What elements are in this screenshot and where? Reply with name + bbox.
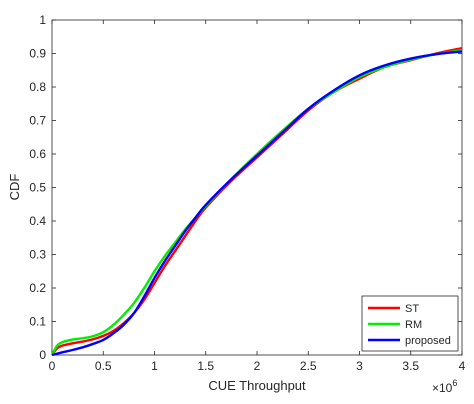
legend-label-proposed: proposed — [405, 335, 451, 347]
x-tick-label: 3.5 — [402, 359, 419, 373]
y-tick-label: 0 — [39, 348, 46, 362]
y-tick-label: 1 — [39, 13, 46, 27]
x-axis-exponent-power: 6 — [452, 378, 457, 388]
legend: ST RM proposed — [361, 295, 459, 352]
y-tick-label: 0.4 — [29, 214, 46, 228]
x-tick-label: 3 — [356, 359, 363, 373]
legend-label-st: ST — [405, 303, 419, 315]
series-line-proposed — [51, 50, 463, 357]
x-tick-label: 1 — [151, 359, 158, 373]
axis-ticks — [51, 19, 463, 356]
x-tick-label: 0.5 — [95, 359, 112, 373]
series-lines — [50, 46, 463, 357]
y-tick-labels: 0 0.1 0.2 0.3 0.4 0.5 0.6 0.7 0.8 0.9 1 — [29, 13, 46, 362]
x-axis-label: CUE Throughput — [208, 378, 306, 393]
y-tick-label: 0.5 — [29, 181, 46, 195]
legend-items: ST RM proposed — [368, 303, 451, 347]
x-tick-label: 2.5 — [300, 359, 317, 373]
y-tick-label: 0.3 — [29, 248, 46, 262]
y-tick-label: 0.2 — [29, 281, 46, 295]
y-tick-label: 0.7 — [29, 114, 46, 128]
y-tick-label: 0.1 — [29, 315, 46, 329]
y-tick-label: 0.6 — [29, 147, 46, 161]
x-tick-labels: 0 0.5 1 1.5 2 2.5 3 3.5 4 — [49, 359, 466, 373]
x-tick-label: 4 — [459, 359, 466, 373]
y-tick-label: 0.8 — [29, 80, 46, 94]
x-axis-exponent-base: ×10 — [432, 381, 453, 395]
y-tick-label: 0.9 — [29, 47, 46, 61]
y-axis-label: CDF — [7, 174, 22, 201]
x-tick-label: 1.5 — [197, 359, 214, 373]
x-tick-label: 0 — [49, 359, 56, 373]
x-tick-label: 2 — [254, 359, 261, 373]
legend-label-rm: RM — [405, 319, 422, 331]
x-axis-exponent: ×106 — [432, 378, 457, 395]
series-line-rm — [50, 48, 463, 356]
